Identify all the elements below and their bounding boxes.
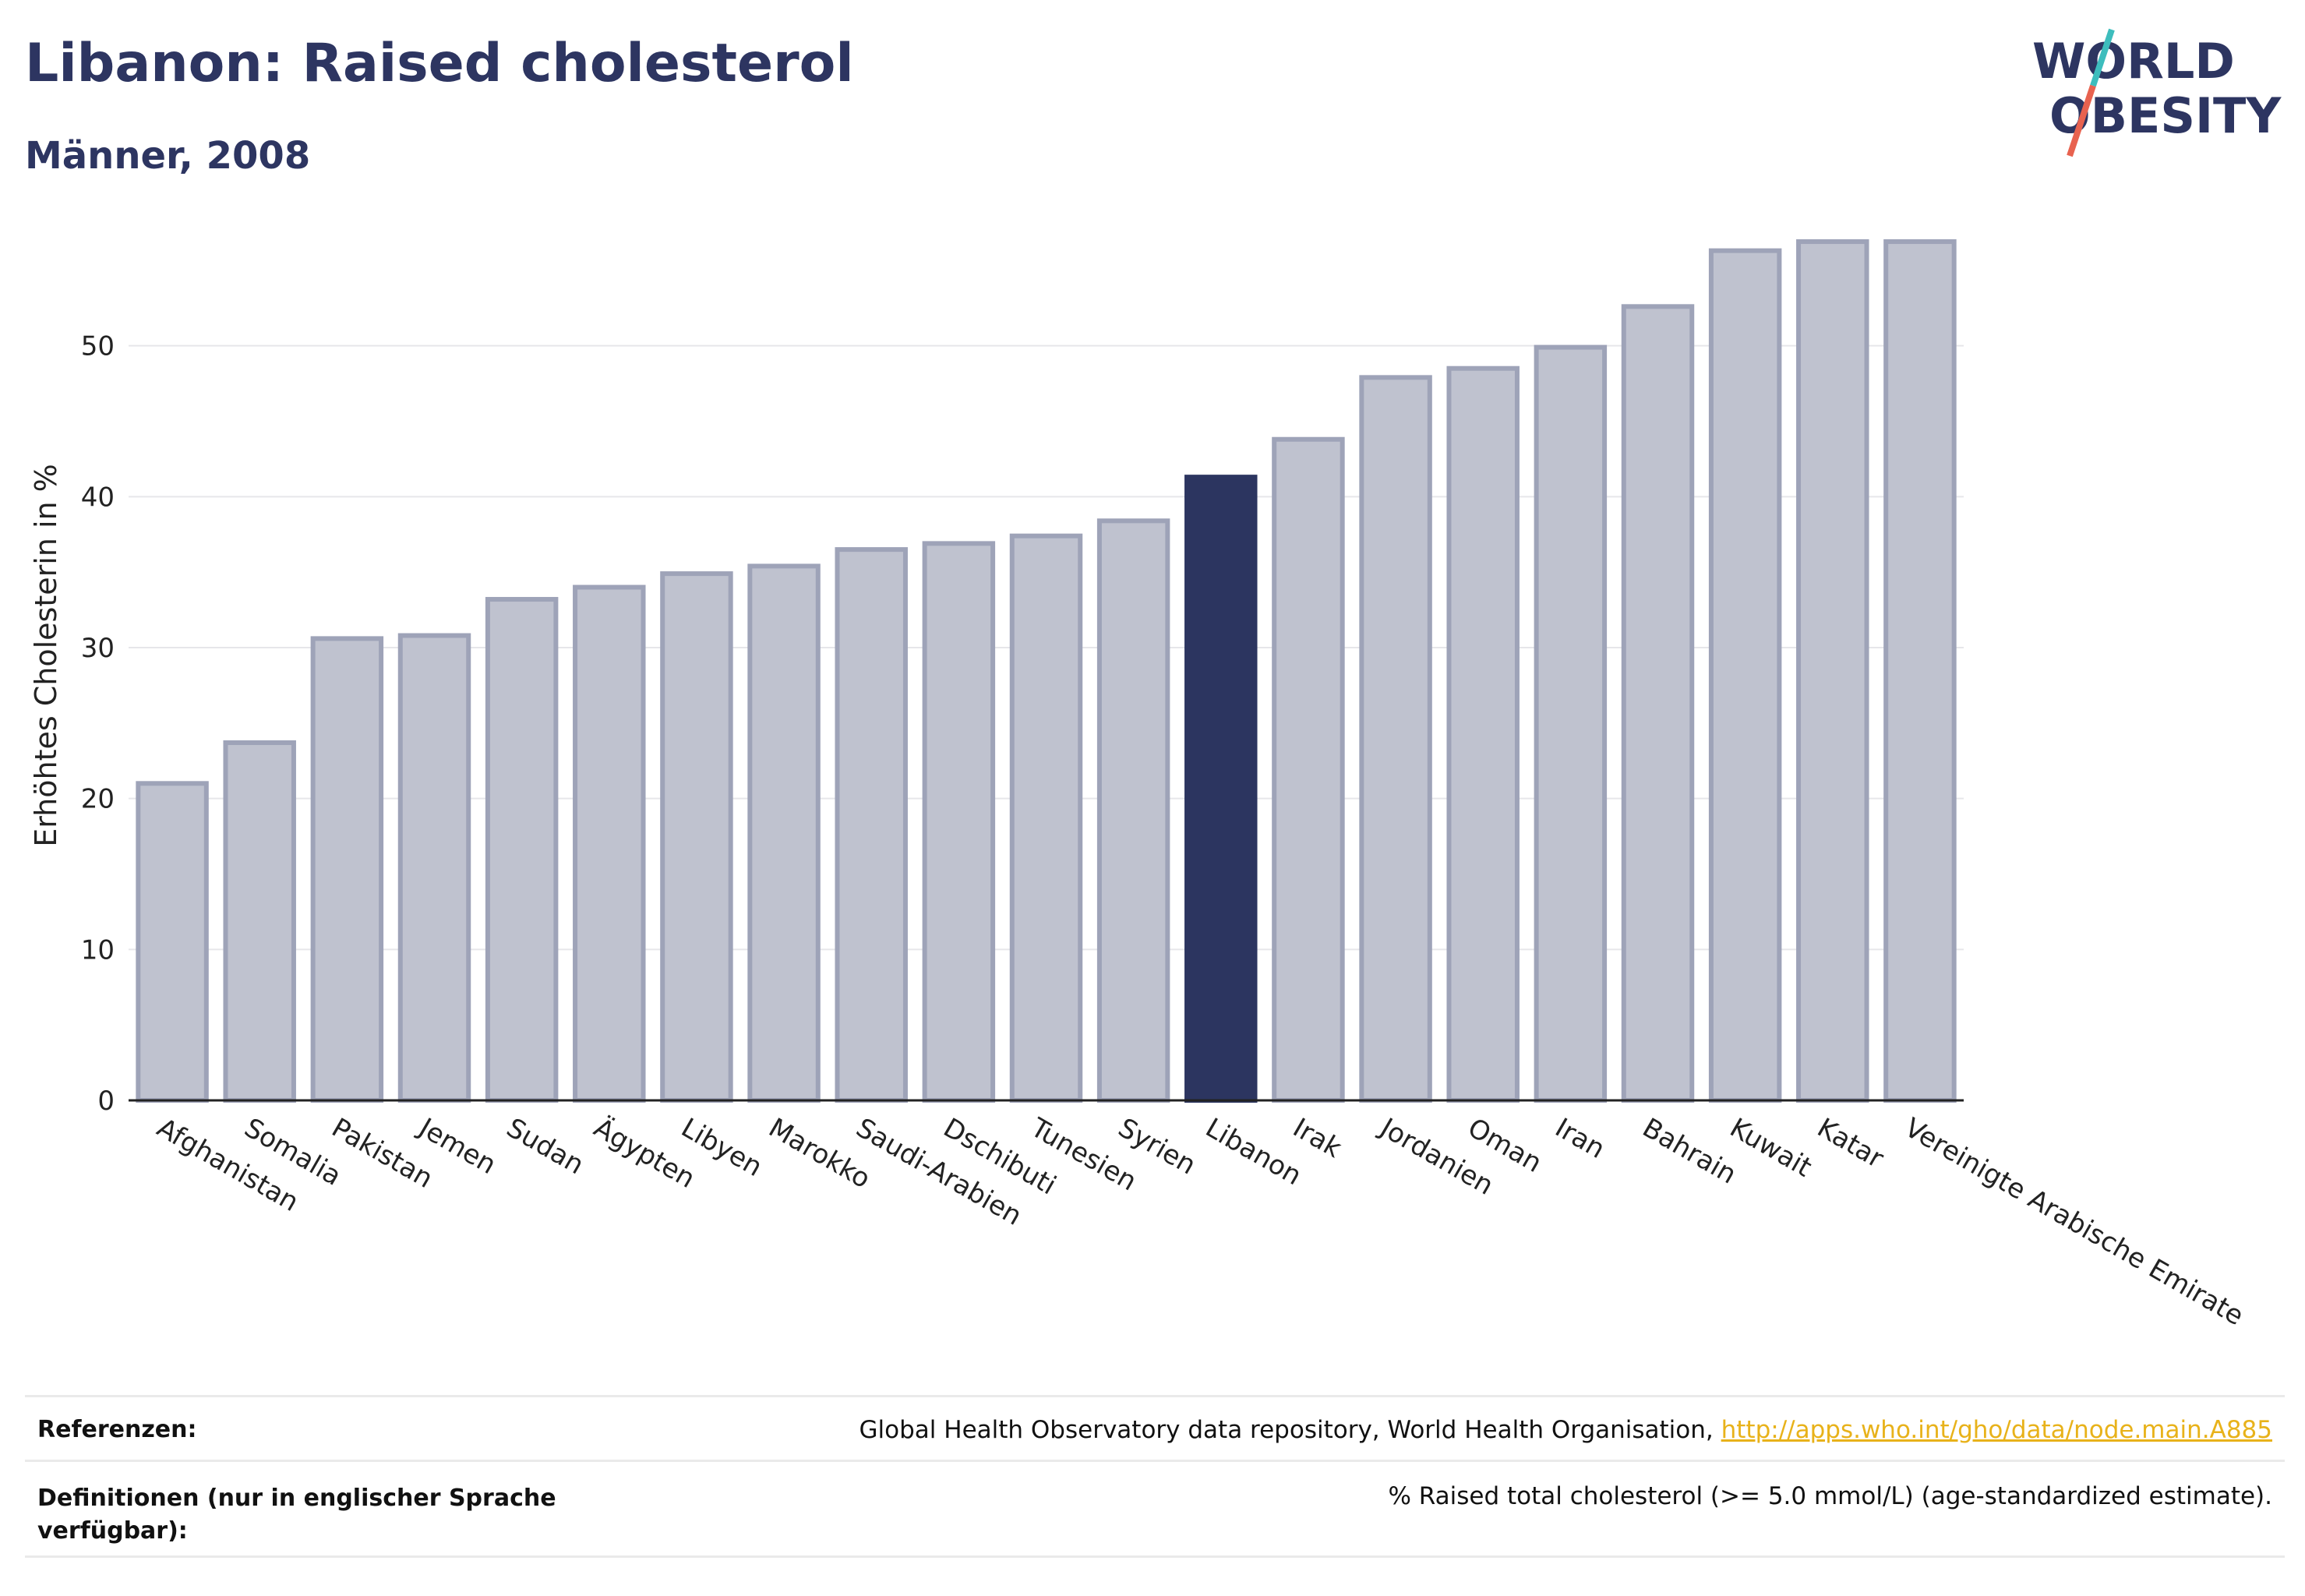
- references-table: Referenzen: Global Health Observatory da…: [25, 1395, 2285, 1558]
- references-row: Referenzen: Global Health Observatory da…: [25, 1395, 2285, 1460]
- world-obesity-logo: WORLD OBESITY: [2032, 28, 2282, 157]
- y-axis-ticks: 0 10 20 30 40 50: [81, 331, 115, 1117]
- y-axis-label: Erhöhtes Cholesterin in %: [29, 464, 63, 847]
- y-tick-label: 20: [81, 784, 115, 815]
- bars: [136, 239, 1957, 1103]
- references-text: Global Health Observatory data repositor…: [859, 1416, 1721, 1444]
- bar: [660, 571, 733, 1103]
- bar: [1796, 239, 1869, 1103]
- x-tick-label: Bahrain: [1637, 1112, 1742, 1190]
- y-tick-label: 0: [97, 1086, 115, 1117]
- bar: [1009, 533, 1083, 1103]
- bar: [223, 740, 296, 1103]
- page-title: Libanon: Raised cholesterol: [25, 33, 854, 94]
- bar: [922, 541, 996, 1103]
- bar: [485, 597, 559, 1103]
- bar: [136, 781, 209, 1103]
- references-link[interactable]: http://apps.who.int/gho/data/node.main.A…: [1721, 1416, 2272, 1444]
- y-tick-label: 50: [81, 331, 115, 362]
- bar: [1359, 375, 1432, 1103]
- bar: [1096, 518, 1170, 1103]
- definitions-value: % Raised total cholesterol (>= 5.0 mmol/…: [1388, 1482, 2272, 1510]
- page-subtitle: Männer, 2008: [25, 134, 311, 178]
- references-value: Global Health Observatory data repositor…: [860, 1416, 2272, 1444]
- y-tick-label: 40: [81, 482, 115, 513]
- bar: [1534, 344, 1608, 1103]
- logo-text-world: WORLD: [2032, 33, 2235, 90]
- x-tick-label: Ägypten: [588, 1112, 700, 1195]
- bar: [397, 633, 471, 1103]
- bar-chart: 0 10 20 30 40 50 AfghanistanSomaliaPakistanJe…: [29, 239, 2249, 1332]
- x-tick-label: Sudan: [501, 1112, 589, 1181]
- bar-highlighted: [1184, 475, 1258, 1103]
- y-tick-label: 10: [81, 934, 115, 966]
- bar: [747, 563, 821, 1103]
- x-tick-label: Vereinigte Arabische Emirate: [1899, 1112, 2248, 1332]
- x-tick-label: Kuwait: [1724, 1112, 1816, 1183]
- bar: [1446, 365, 1520, 1103]
- definitions-row: Definitionen (nur in englischer Sprache …: [25, 1460, 2285, 1558]
- bar: [1272, 436, 1345, 1103]
- definitions-label: Definitionen (nur in englischer Sprache …: [37, 1485, 556, 1545]
- logo-slash-teal: [2090, 28, 2115, 87]
- bar: [310, 636, 384, 1103]
- y-tick-label: 30: [81, 633, 115, 664]
- x-tick-label: Libanon: [1200, 1112, 1307, 1192]
- references-label: Referenzen:: [37, 1416, 197, 1443]
- x-tick-label: Iran: [1550, 1112, 1610, 1165]
- bar: [573, 584, 646, 1103]
- bar: [1883, 239, 1957, 1103]
- bar: [1708, 248, 1782, 1103]
- bar: [835, 547, 908, 1103]
- logo-slash-coral: [2067, 84, 2096, 157]
- bar: [1621, 304, 1695, 1103]
- x-tick-label: Katar: [1812, 1112, 1889, 1174]
- x-tick-label: Irak: [1287, 1112, 1347, 1164]
- x-tick-label: Pakistan: [327, 1112, 438, 1195]
